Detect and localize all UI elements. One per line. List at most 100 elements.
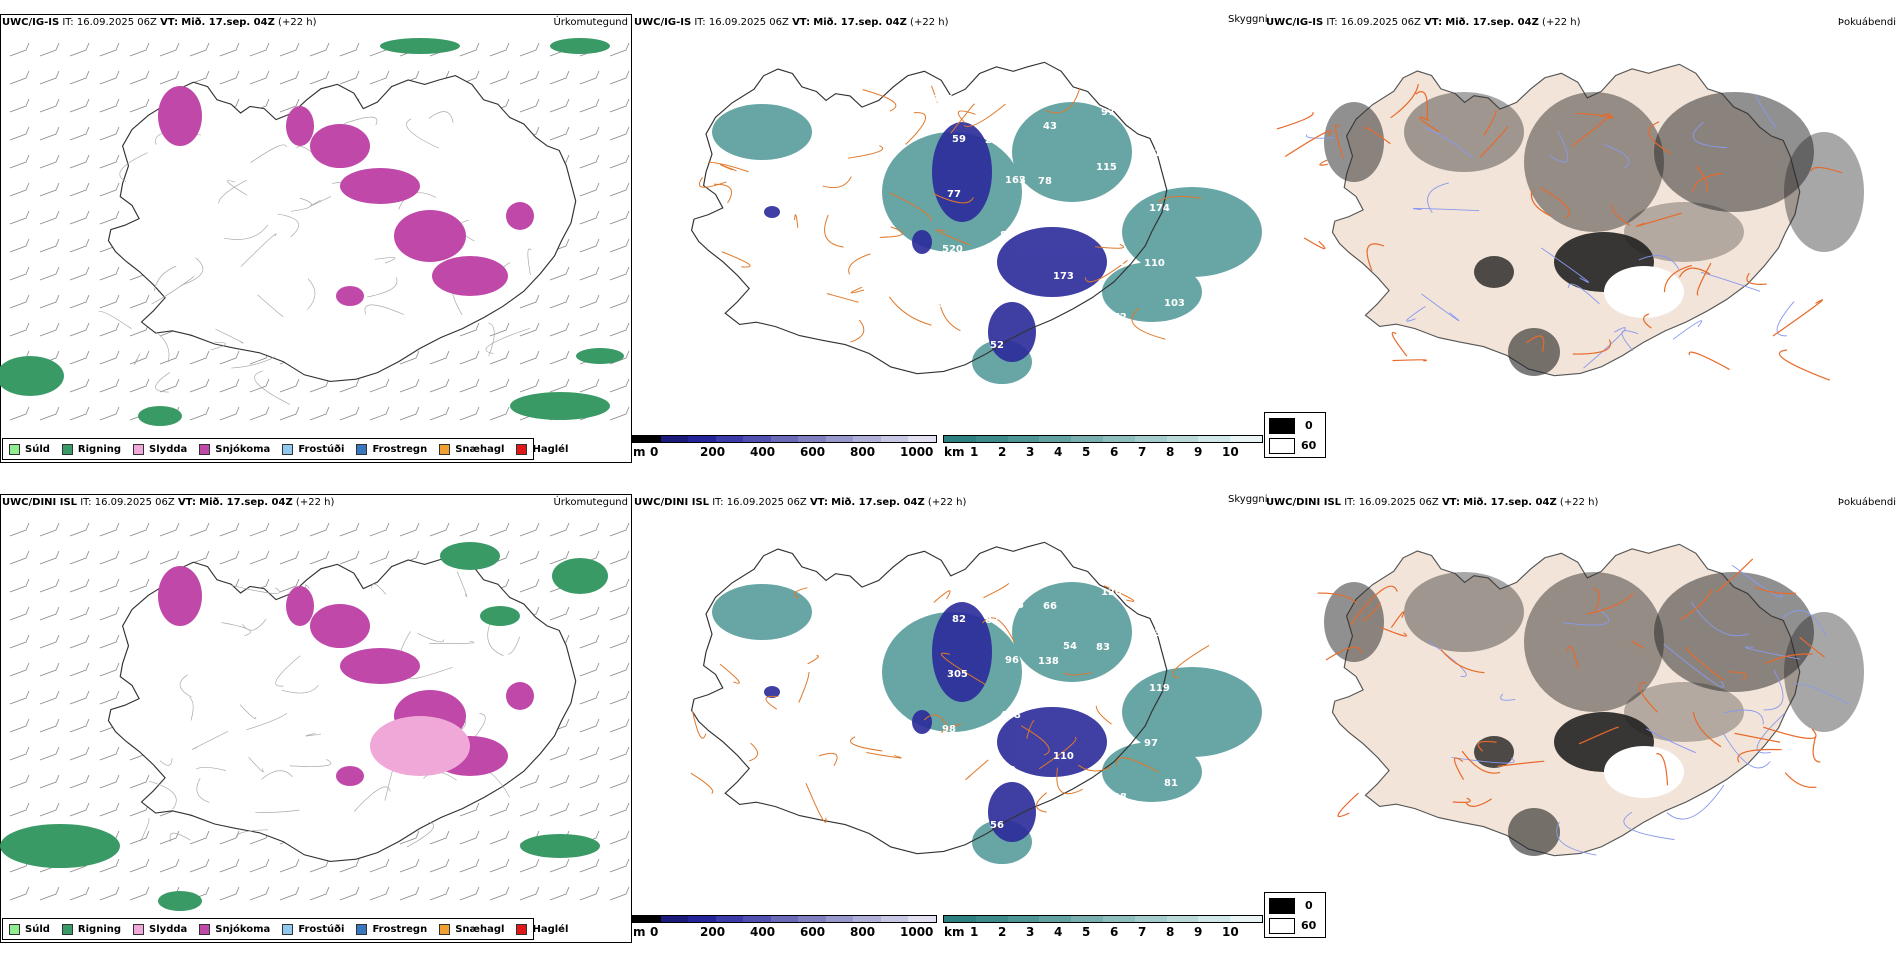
wind-barb: [129, 886, 150, 901]
wind-barb: [579, 886, 600, 901]
fog-map: [1276, 63, 1864, 381]
wind-barb: [99, 746, 120, 761]
wind-barb: [129, 774, 150, 789]
road-line: [1611, 204, 1631, 226]
colorbar-segment: [975, 436, 1008, 442]
wind-barb: [369, 858, 390, 873]
wind-barb: [39, 886, 60, 901]
legend-item-snjókoma: Snjókoma: [199, 923, 270, 935]
road-line: [1772, 299, 1824, 337]
wind-barb: [579, 238, 600, 253]
wind-barb: [69, 42, 90, 57]
road-network: [140, 571, 520, 848]
wind-barb: [9, 746, 30, 761]
road-line: [1157, 195, 1202, 203]
legend-item-rigning: Rigning: [61, 923, 121, 935]
legend-label: Súld: [25, 923, 50, 935]
road-line: [1656, 753, 1669, 786]
snow-area: [158, 566, 202, 626]
river-line: [1427, 182, 1449, 214]
road-line: [1587, 593, 1634, 615]
cloud-base-label: 86: [1111, 737, 1125, 748]
low-cloud-area: [912, 230, 932, 254]
legend-swatch: [199, 923, 211, 935]
wind-barb: [9, 634, 30, 649]
wind-barb: [159, 522, 180, 537]
road-line: [1678, 267, 1711, 278]
road-line: [1366, 243, 1385, 271]
road-line: [1325, 646, 1362, 661]
wind-barb: [159, 858, 180, 873]
road-line: [1572, 339, 1612, 355]
road-line: [850, 736, 883, 752]
road-line: [1734, 732, 1781, 743]
legend-swatch: [282, 923, 294, 935]
road-line: [847, 145, 884, 159]
terrain-shade: [1624, 682, 1744, 742]
panel-header: UWC/IG-IS IT: 16.09.2025 06Z VT: Mið. 17…: [2, 17, 316, 28]
wind-barb: [579, 378, 600, 393]
terrain-shade: [1624, 202, 1744, 262]
wind-barb: [9, 182, 30, 197]
road-line: [1095, 705, 1112, 725]
wind-barb: [9, 802, 30, 817]
road-line: [941, 724, 962, 733]
road-line: [428, 111, 454, 123]
wind-barb: [189, 42, 210, 57]
road-line: [134, 353, 141, 365]
snow-areas: [158, 566, 534, 786]
wind-barb: [129, 522, 150, 537]
road-line: [1696, 262, 1712, 296]
road-line: [982, 617, 1015, 643]
visibility-panel: UWC/IG-IS IT: 16.09.2025 06Z VT: Mið. 17…: [632, 14, 1268, 463]
iceland-outline: [107, 75, 577, 382]
wind-barb: [609, 634, 630, 649]
road-line: [257, 294, 284, 318]
wind-barb: [39, 210, 60, 225]
road-line: [218, 179, 247, 204]
wind-barb: [39, 294, 60, 309]
road-line: [1364, 127, 1391, 145]
precip-type-panel: UWC/IG-IS IT: 16.09.2025 06Z VT: Mið. 17…: [0, 14, 632, 463]
colorbar-segment: [715, 916, 744, 922]
road-line: [749, 742, 759, 762]
wind-barb: [39, 550, 60, 565]
panel-header: UWC/IG-IS IT: 16.09.2025 06Z VT: Mið. 17…: [1266, 17, 1580, 28]
wind-barb: [519, 886, 540, 901]
cloud-colorbar-tick: 600: [800, 445, 826, 459]
panel-title: Úrkomutegund: [553, 497, 628, 508]
river-line: [1645, 728, 1696, 754]
road-line: [805, 782, 827, 823]
wind-barb: [579, 70, 600, 85]
wind-barb: [489, 522, 510, 537]
road-line: [1038, 736, 1077, 770]
road-line: [1337, 792, 1359, 818]
wind-barb: [309, 522, 330, 537]
cloud-base-label: 82: [985, 615, 999, 626]
wind-barb: [99, 210, 120, 225]
road-line: [417, 633, 444, 643]
road-line: [1477, 740, 1497, 752]
legend-item-haglél: Haglél: [516, 923, 568, 935]
cloud-base-label: 97: [1144, 738, 1158, 749]
road-line: [140, 817, 150, 842]
legend-label: Snæhagl: [455, 443, 505, 455]
wind-barb: [99, 42, 120, 57]
road-line: [1692, 711, 1722, 748]
low-cloud-area: [997, 707, 1107, 777]
road-line: [940, 652, 986, 685]
wind-barb: [249, 858, 270, 873]
road-line: [169, 832, 191, 842]
road-line: [862, 89, 897, 112]
wind-barb: [39, 718, 60, 733]
colorbar-segment: [688, 916, 716, 922]
cloud-colorbar-tick: 400: [750, 925, 776, 939]
wind-barb: [459, 406, 480, 421]
road-line: [1810, 166, 1843, 174]
colorbar-segment: [1071, 916, 1103, 922]
road-line: [1415, 91, 1429, 120]
wind-barb: [9, 406, 30, 421]
precip-map-frame: [0, 494, 632, 943]
wind-barb: [399, 406, 420, 421]
wind-barb: [69, 802, 90, 817]
